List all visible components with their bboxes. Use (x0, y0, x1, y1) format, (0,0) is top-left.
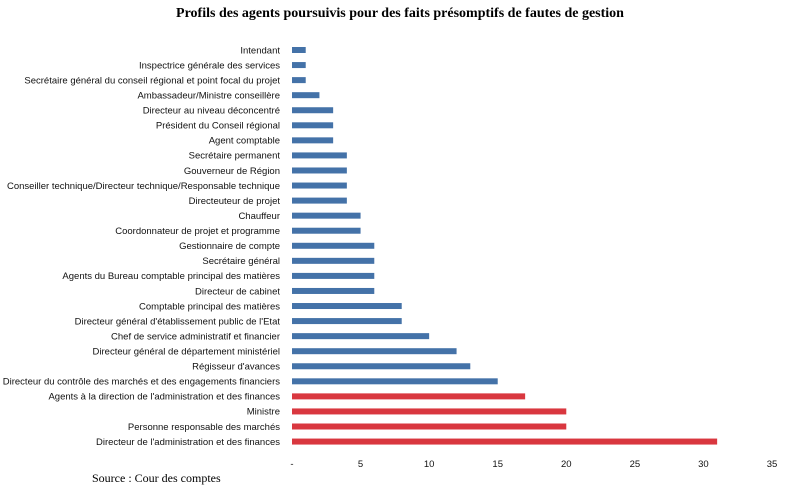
x-tick-label: 15 (492, 459, 503, 470)
bar (292, 303, 402, 310)
category-label: Directeur général de département ministé… (93, 347, 280, 358)
x-tick-label: 10 (424, 459, 435, 470)
category-label: Personne responsable des marchés (128, 422, 280, 433)
bar (292, 107, 334, 114)
bar (292, 393, 526, 400)
bar (292, 212, 361, 219)
category-label: Directeur au niveau déconcentré (143, 106, 280, 117)
x-tick-label: 5 (358, 459, 363, 470)
bar (292, 137, 334, 144)
category-label: Chauffeur (238, 211, 280, 222)
x-tick-label: - (290, 459, 293, 470)
bar (292, 227, 361, 234)
bar (292, 363, 471, 370)
bar (292, 182, 347, 189)
bar (292, 62, 306, 69)
x-tick-label: 25 (630, 459, 641, 470)
bar (292, 167, 347, 174)
source-note: Source : Cour des comptes (92, 471, 221, 485)
bar (292, 378, 498, 385)
category-label: Coordonnateur de projet et programme (115, 226, 280, 237)
category-label: Gestionnaire de compte (179, 241, 280, 252)
category-label: Agents à la direction de l'administratio… (48, 392, 280, 403)
bar (292, 333, 430, 340)
category-label: Inspectrice générale des services (139, 60, 280, 71)
x-tick-label: 30 (698, 459, 709, 470)
category-label: Secrétaire général (202, 256, 280, 267)
bar (292, 257, 375, 264)
bar (292, 272, 375, 279)
bar (292, 423, 567, 430)
category-label: Directeuteur de projet (189, 196, 281, 207)
bar (292, 438, 718, 445)
bar (292, 318, 402, 325)
x-axis-ticks-group: - 5 10 15 20 25 30 35 (290, 459, 777, 470)
category-label: Ambassadeur/Ministre conseillère (137, 90, 280, 101)
bars-group (292, 47, 718, 445)
category-label: Directeur de cabinet (195, 286, 280, 297)
category-label: Secrétaire général du conseil régional e… (24, 75, 280, 86)
category-label: Gouverneur de Région (184, 166, 280, 177)
bar (292, 77, 306, 84)
bar (292, 122, 334, 129)
category-label: Agent comptable (209, 136, 280, 147)
bar (292, 242, 375, 249)
category-label: Président du Conseil régional (156, 121, 280, 132)
category-label: Intendant (240, 45, 280, 56)
category-label: Conseiller technique/Directeur technique… (7, 181, 280, 192)
category-label: Directeur général d'établissement public… (75, 316, 281, 327)
category-label: Secrétaire permanent (189, 151, 281, 162)
category-label: Ministre (247, 407, 280, 418)
x-tick-label: 35 (767, 459, 778, 470)
bar (292, 287, 375, 294)
category-label: Directeur du contrôle des marchés et des… (3, 377, 280, 388)
bar (292, 47, 306, 53)
category-label: Comptable principal des matières (139, 301, 280, 312)
bar (292, 92, 320, 99)
bar (292, 348, 457, 355)
category-labels-group: Intendant Inspectrice générale des servic… (3, 45, 281, 448)
category-label: Agents du Bureau comptable principal des… (62, 271, 280, 282)
x-tick-label: 20 (561, 459, 572, 470)
category-label: Régisseur d'avances (192, 362, 280, 373)
category-label: Directeur de l'administration et des fin… (96, 437, 280, 448)
bar (292, 408, 567, 415)
category-label: Chef de service administratif et financi… (111, 331, 280, 342)
bar (292, 197, 347, 204)
bar (292, 152, 347, 159)
chart-title: Profils des agents poursuivis pour des f… (176, 6, 624, 21)
